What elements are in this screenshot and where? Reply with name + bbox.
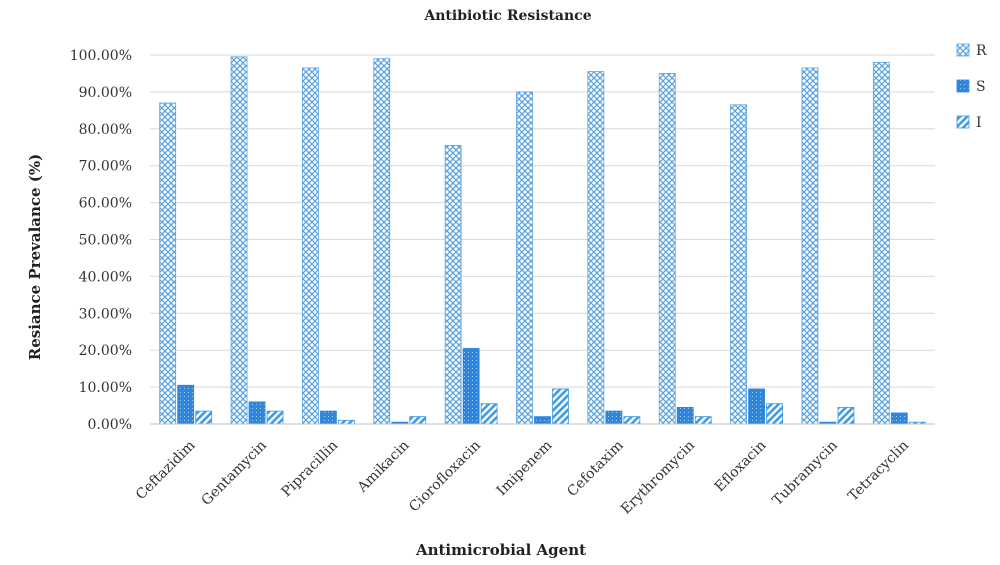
legend-swatch-s [956, 79, 970, 93]
gridlines [150, 54, 935, 388]
x-tick-label: Erythromycin [618, 438, 698, 518]
bar-i-pipracillin [338, 419, 355, 425]
legend: R S I [956, 43, 987, 131]
y-tick-label: 40.00% [79, 269, 132, 285]
legend-label-r: R [976, 43, 987, 59]
bar-r-gentamycin [230, 56, 248, 425]
legend-swatch-i [956, 115, 970, 129]
bars [159, 56, 926, 425]
y-tick-label: 20.00% [79, 343, 132, 359]
bar-s-cefotaxim [605, 410, 623, 425]
legend-label-s: S [976, 79, 986, 95]
y-tick-label: 10.00% [79, 380, 132, 396]
bar-s-efloxacin [748, 388, 765, 425]
x-tick-label: Gentamycin [198, 438, 269, 509]
y-tick-label: 0.00% [88, 417, 132, 433]
bar-i-efloxacin [766, 403, 783, 425]
legend-swatch-r [956, 43, 970, 57]
x-axis-ticks: Ceftazidim Gentamycin Pipracillin AmikacinC… [133, 438, 912, 518]
bar-r-pipracillin [302, 67, 319, 425]
y-tick-label: 80.00% [79, 122, 132, 138]
x-tick-label: Ciorofloxacin [406, 438, 484, 516]
x-axis-title: Antimicrobial Agent [415, 541, 586, 559]
bar-i-amikacin [409, 416, 427, 425]
bar-i-erythromycin [694, 416, 712, 425]
y-tick-label: 90.00% [79, 85, 132, 101]
bar-s-ciorofloxacin [462, 347, 480, 425]
bar-r-tetracyclin [872, 61, 890, 425]
bar-i-ciorofloxacin [480, 403, 498, 425]
bar-s-tetracyclin [890, 412, 908, 425]
bar-s-gentamycin [248, 401, 266, 425]
y-tick-label: 70.00% [79, 159, 132, 175]
chart-title: Antibiotic Resistance [423, 8, 591, 24]
bar-i-tubramycin [837, 406, 855, 425]
x-tick-label: Cefotaxim [564, 438, 626, 500]
legend-label-i: I [976, 115, 982, 131]
x-tick-label: Ceftazidim [133, 438, 199, 504]
bar-r-erythromycin [658, 73, 676, 425]
bar-r-efloxacin [730, 104, 747, 425]
bar-r-cefotaxim [587, 71, 605, 425]
y-tick-label: 30.00% [79, 306, 132, 322]
bar-r-tubramycin [801, 67, 819, 425]
bar-r-ciorofloxacin [444, 145, 462, 425]
x-tick-label: Imipenem [494, 438, 556, 500]
x-tick-label: Amikacin [354, 438, 413, 497]
bar-r-imipenem [516, 91, 533, 425]
bar-s-pipracillin [320, 410, 337, 425]
x-tick-label: Tubramycin [769, 438, 840, 509]
y-tick-label: 60.00% [79, 196, 132, 212]
bar-r-ceftazidim [159, 102, 177, 425]
bar-i-gentamycin [266, 410, 284, 425]
y-tick-label: 50.00% [79, 233, 132, 249]
bar-i-cefotaxim [623, 416, 641, 425]
x-tick-label: Efloxacin [712, 438, 770, 496]
x-tick-label: Tetracyclin [845, 438, 912, 505]
bar-r-amikacin [373, 58, 391, 425]
y-axis-ticks: 0.00% 10.00% 20.00% 30.00% 40.00% 50.00% 60.00… [70, 48, 132, 433]
bar-i-ceftazidim [195, 410, 213, 425]
x-tick-label: Pipracillin [279, 438, 342, 501]
bar-i-imipenem [552, 388, 569, 425]
bar-s-ceftazidim [177, 384, 195, 425]
y-axis-title: Resiance Prevalance (%) [26, 154, 44, 361]
bar-s-imipenem [534, 416, 551, 425]
bar-s-erythromycin [676, 406, 694, 425]
y-tick-label: 100.00% [70, 48, 132, 64]
